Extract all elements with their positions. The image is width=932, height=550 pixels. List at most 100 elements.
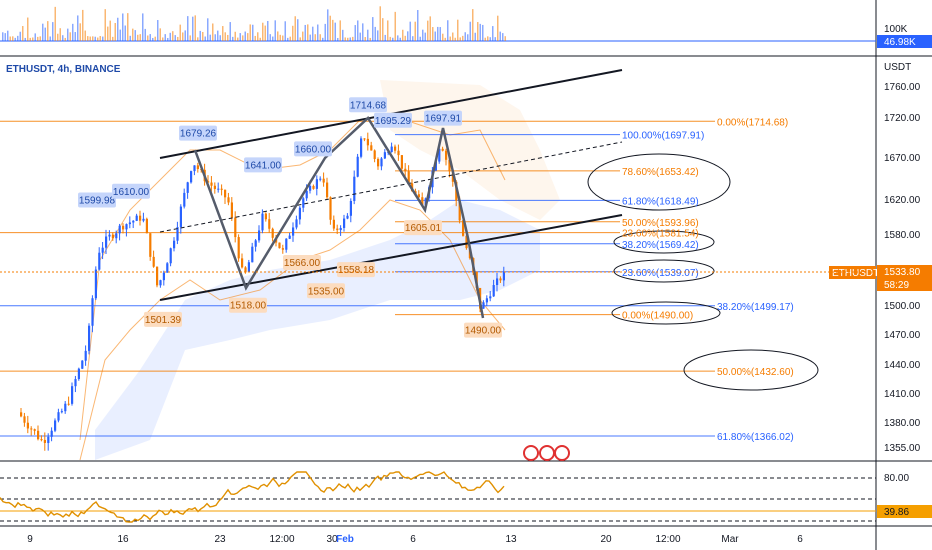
volume-bar: [417, 10, 419, 41]
harmonic-zigzag[interactable]: [193, 116, 485, 319]
volume-bar: [114, 22, 116, 41]
candle-body: [309, 185, 312, 191]
ellipse-38-2[interactable]: [613, 230, 715, 254]
volume-bar: [477, 22, 479, 41]
candle-body: [258, 230, 261, 241]
volume-bar: [314, 34, 316, 41]
candle-body: [193, 165, 196, 172]
volume-bar: [179, 24, 181, 41]
time-tick-label: 6: [797, 534, 803, 545]
candle-body: [74, 379, 77, 387]
volume-bar: [29, 37, 31, 41]
candle-body: [485, 298, 488, 303]
candle-body: [122, 225, 125, 230]
volume-bar: [184, 30, 186, 41]
volume-bar: [354, 25, 356, 41]
volume-badge-text: 46.98K: [884, 37, 916, 48]
volume-bar: [262, 22, 264, 41]
candle-body: [394, 146, 397, 151]
candle-body: [64, 403, 67, 412]
us-flag-icon[interactable]: [539, 445, 555, 461]
pivot-label-text: 1566.00: [284, 258, 321, 269]
candle-body: [111, 234, 114, 239]
candle-body: [241, 258, 244, 268]
volume-bar: [154, 36, 156, 41]
ellipse-0-00[interactable]: [611, 301, 721, 325]
candle-body: [465, 235, 468, 249]
candle-body: [363, 138, 366, 140]
candle-body: [319, 178, 322, 180]
candle-body: [390, 146, 393, 153]
volume-bar: [457, 19, 459, 41]
volume-bar: [367, 29, 369, 41]
candle-body: [30, 428, 33, 430]
volume-bar: [479, 23, 481, 41]
candle-body: [298, 207, 301, 220]
volume-bar: [24, 37, 26, 41]
ellipse-annotations[interactable]: [587, 153, 819, 391]
ellipse-23-6[interactable]: [613, 259, 715, 283]
candle-body: [254, 240, 257, 247]
volume-bar: [239, 33, 241, 41]
volume-bar: [474, 32, 476, 41]
volume-bar: [102, 36, 104, 41]
ellipse-50-00[interactable]: [683, 349, 819, 391]
pivot-label-text: 1679.26: [180, 129, 217, 140]
price-tick-label: 1720.00: [884, 113, 921, 124]
volume-bar: [439, 27, 441, 41]
volume-bar: [397, 35, 399, 41]
us-flag-icon[interactable]: [554, 445, 570, 461]
candle-body: [186, 182, 189, 193]
us-flag-icon[interactable]: [523, 445, 539, 461]
rsi-badge-text: 39.86: [884, 507, 909, 518]
volume-bar: [427, 20, 429, 41]
channel-mid-line[interactable]: [159, 141, 623, 233]
fib-level-label: 50.00%(1593.96): [622, 218, 699, 229]
event-flags[interactable]: [523, 445, 570, 461]
volume-bar: [162, 37, 164, 41]
channel-lower-line[interactable]: [159, 214, 623, 301]
candle-body: [60, 411, 63, 413]
volume-bar: [177, 36, 179, 41]
pivot-label-text: 1695.29: [375, 116, 412, 127]
volume-bar: [84, 30, 86, 41]
volume-bar: [347, 37, 349, 41]
volume-bar: [282, 35, 284, 41]
volume-bar: [247, 33, 249, 41]
price-tick-label: 1380.00: [884, 418, 921, 429]
volume-bar: [319, 34, 321, 41]
candle-body: [496, 278, 499, 286]
candle-body: [179, 206, 182, 228]
pivot-label-box: [337, 262, 375, 278]
candle-body: [441, 148, 444, 151]
volume-bar: [32, 37, 34, 41]
candle-body: [176, 227, 179, 241]
volume-bar: [334, 22, 336, 41]
candle-body: [145, 218, 148, 234]
volume-bar: [264, 25, 266, 41]
candle-body: [482, 302, 485, 309]
pivot-label-box: [374, 112, 412, 128]
volume-bar: [254, 35, 256, 41]
volume-bar: [369, 37, 371, 41]
candle-body: [20, 412, 23, 417]
volume-bar: [462, 35, 464, 41]
volume-bar: [292, 25, 294, 41]
price-tick-label: 1670.00: [884, 153, 921, 164]
volume-bar: [269, 34, 271, 41]
volume-bar: [124, 25, 126, 41]
volume-bar: [407, 31, 409, 41]
volume-bar: [117, 17, 119, 41]
pivot-label-box: [144, 311, 182, 327]
volume-bar: [82, 9, 84, 42]
time-tick-label: 6: [410, 534, 416, 545]
ellipse-78-61[interactable]: [587, 153, 731, 211]
candle-body: [210, 182, 213, 186]
pivot-label-box: [294, 141, 332, 157]
candle-body: [349, 200, 352, 216]
time-tick-label: Feb: [336, 534, 354, 545]
volume-bar: [257, 32, 259, 41]
volume-bar: [64, 37, 66, 41]
